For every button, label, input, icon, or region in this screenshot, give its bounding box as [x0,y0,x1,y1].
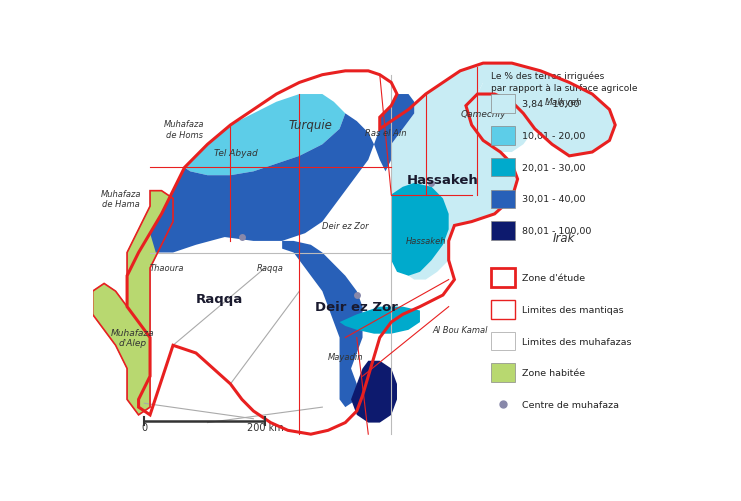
Text: Hassakeh: Hassakeh [405,237,446,246]
Polygon shape [379,68,517,280]
FancyBboxPatch shape [491,127,515,145]
Text: Limites des muhafazas: Limites des muhafazas [522,337,631,346]
FancyBboxPatch shape [491,158,515,177]
Text: 30,01 - 40,00: 30,01 - 40,00 [522,195,585,204]
Text: Irak: Irak [552,231,575,244]
Text: Deir ez Zor: Deir ez Zor [316,301,398,314]
FancyBboxPatch shape [491,364,515,382]
Text: Thaoura: Thaoura [150,264,185,273]
Text: Zone habitée: Zone habitée [522,369,585,377]
Polygon shape [351,361,397,423]
Text: Muhafaza
de Hama: Muhafaza de Hama [101,189,142,209]
Polygon shape [282,241,362,407]
Text: Hassakeh: Hassakeh [407,173,479,186]
Text: Muhafaza
d'Alep: Muhafaza d'Alep [111,328,155,348]
Text: Raqqa: Raqqa [196,293,242,306]
Polygon shape [512,72,615,156]
Polygon shape [391,183,448,276]
Text: Raqqa: Raqqa [257,264,284,273]
Text: 3,84 - 10,00: 3,84 - 10,00 [522,100,579,109]
FancyBboxPatch shape [491,95,515,114]
Text: Tel Abyad: Tel Abyad [214,148,258,157]
Polygon shape [460,64,552,153]
Text: Al Bou Kamal: Al Bou Kamal [433,326,488,335]
Polygon shape [150,114,374,253]
Text: Turquie: Turquie [289,119,333,132]
Text: Zone d'étude: Zone d'étude [522,274,585,283]
Text: Centre de muhafaza: Centre de muhafaza [522,400,619,409]
Polygon shape [185,95,345,176]
Polygon shape [374,95,414,172]
Polygon shape [93,191,173,415]
Text: Le % des terres irriguées
par rapport à la surface agricole: Le % des terres irriguées par rapport à … [491,72,637,93]
FancyBboxPatch shape [491,332,515,351]
Text: 80,01 - 100,00: 80,01 - 100,00 [522,226,591,235]
Polygon shape [127,64,615,434]
Text: Malkyeh: Malkyeh [545,98,582,107]
Text: Deir ez Zor: Deir ez Zor [322,221,368,230]
Text: 0: 0 [142,422,147,432]
Polygon shape [339,307,420,334]
FancyBboxPatch shape [491,222,515,240]
Text: 20,01 - 30,00: 20,01 - 30,00 [522,163,585,172]
FancyBboxPatch shape [491,190,515,208]
Text: 200 km: 200 km [247,422,283,432]
Text: Mayadin: Mayadin [328,353,363,362]
FancyBboxPatch shape [491,301,515,319]
Text: Muhafaza
de Homs: Muhafaza de Homs [165,120,205,139]
Text: Qamechly: Qamechly [460,110,506,119]
Text: 10,01 - 20,00: 10,01 - 20,00 [522,132,585,141]
FancyBboxPatch shape [491,269,515,288]
Text: Limites des mantiqas: Limites des mantiqas [522,305,623,314]
Text: Ras el Ain: Ras el Ain [365,129,406,138]
